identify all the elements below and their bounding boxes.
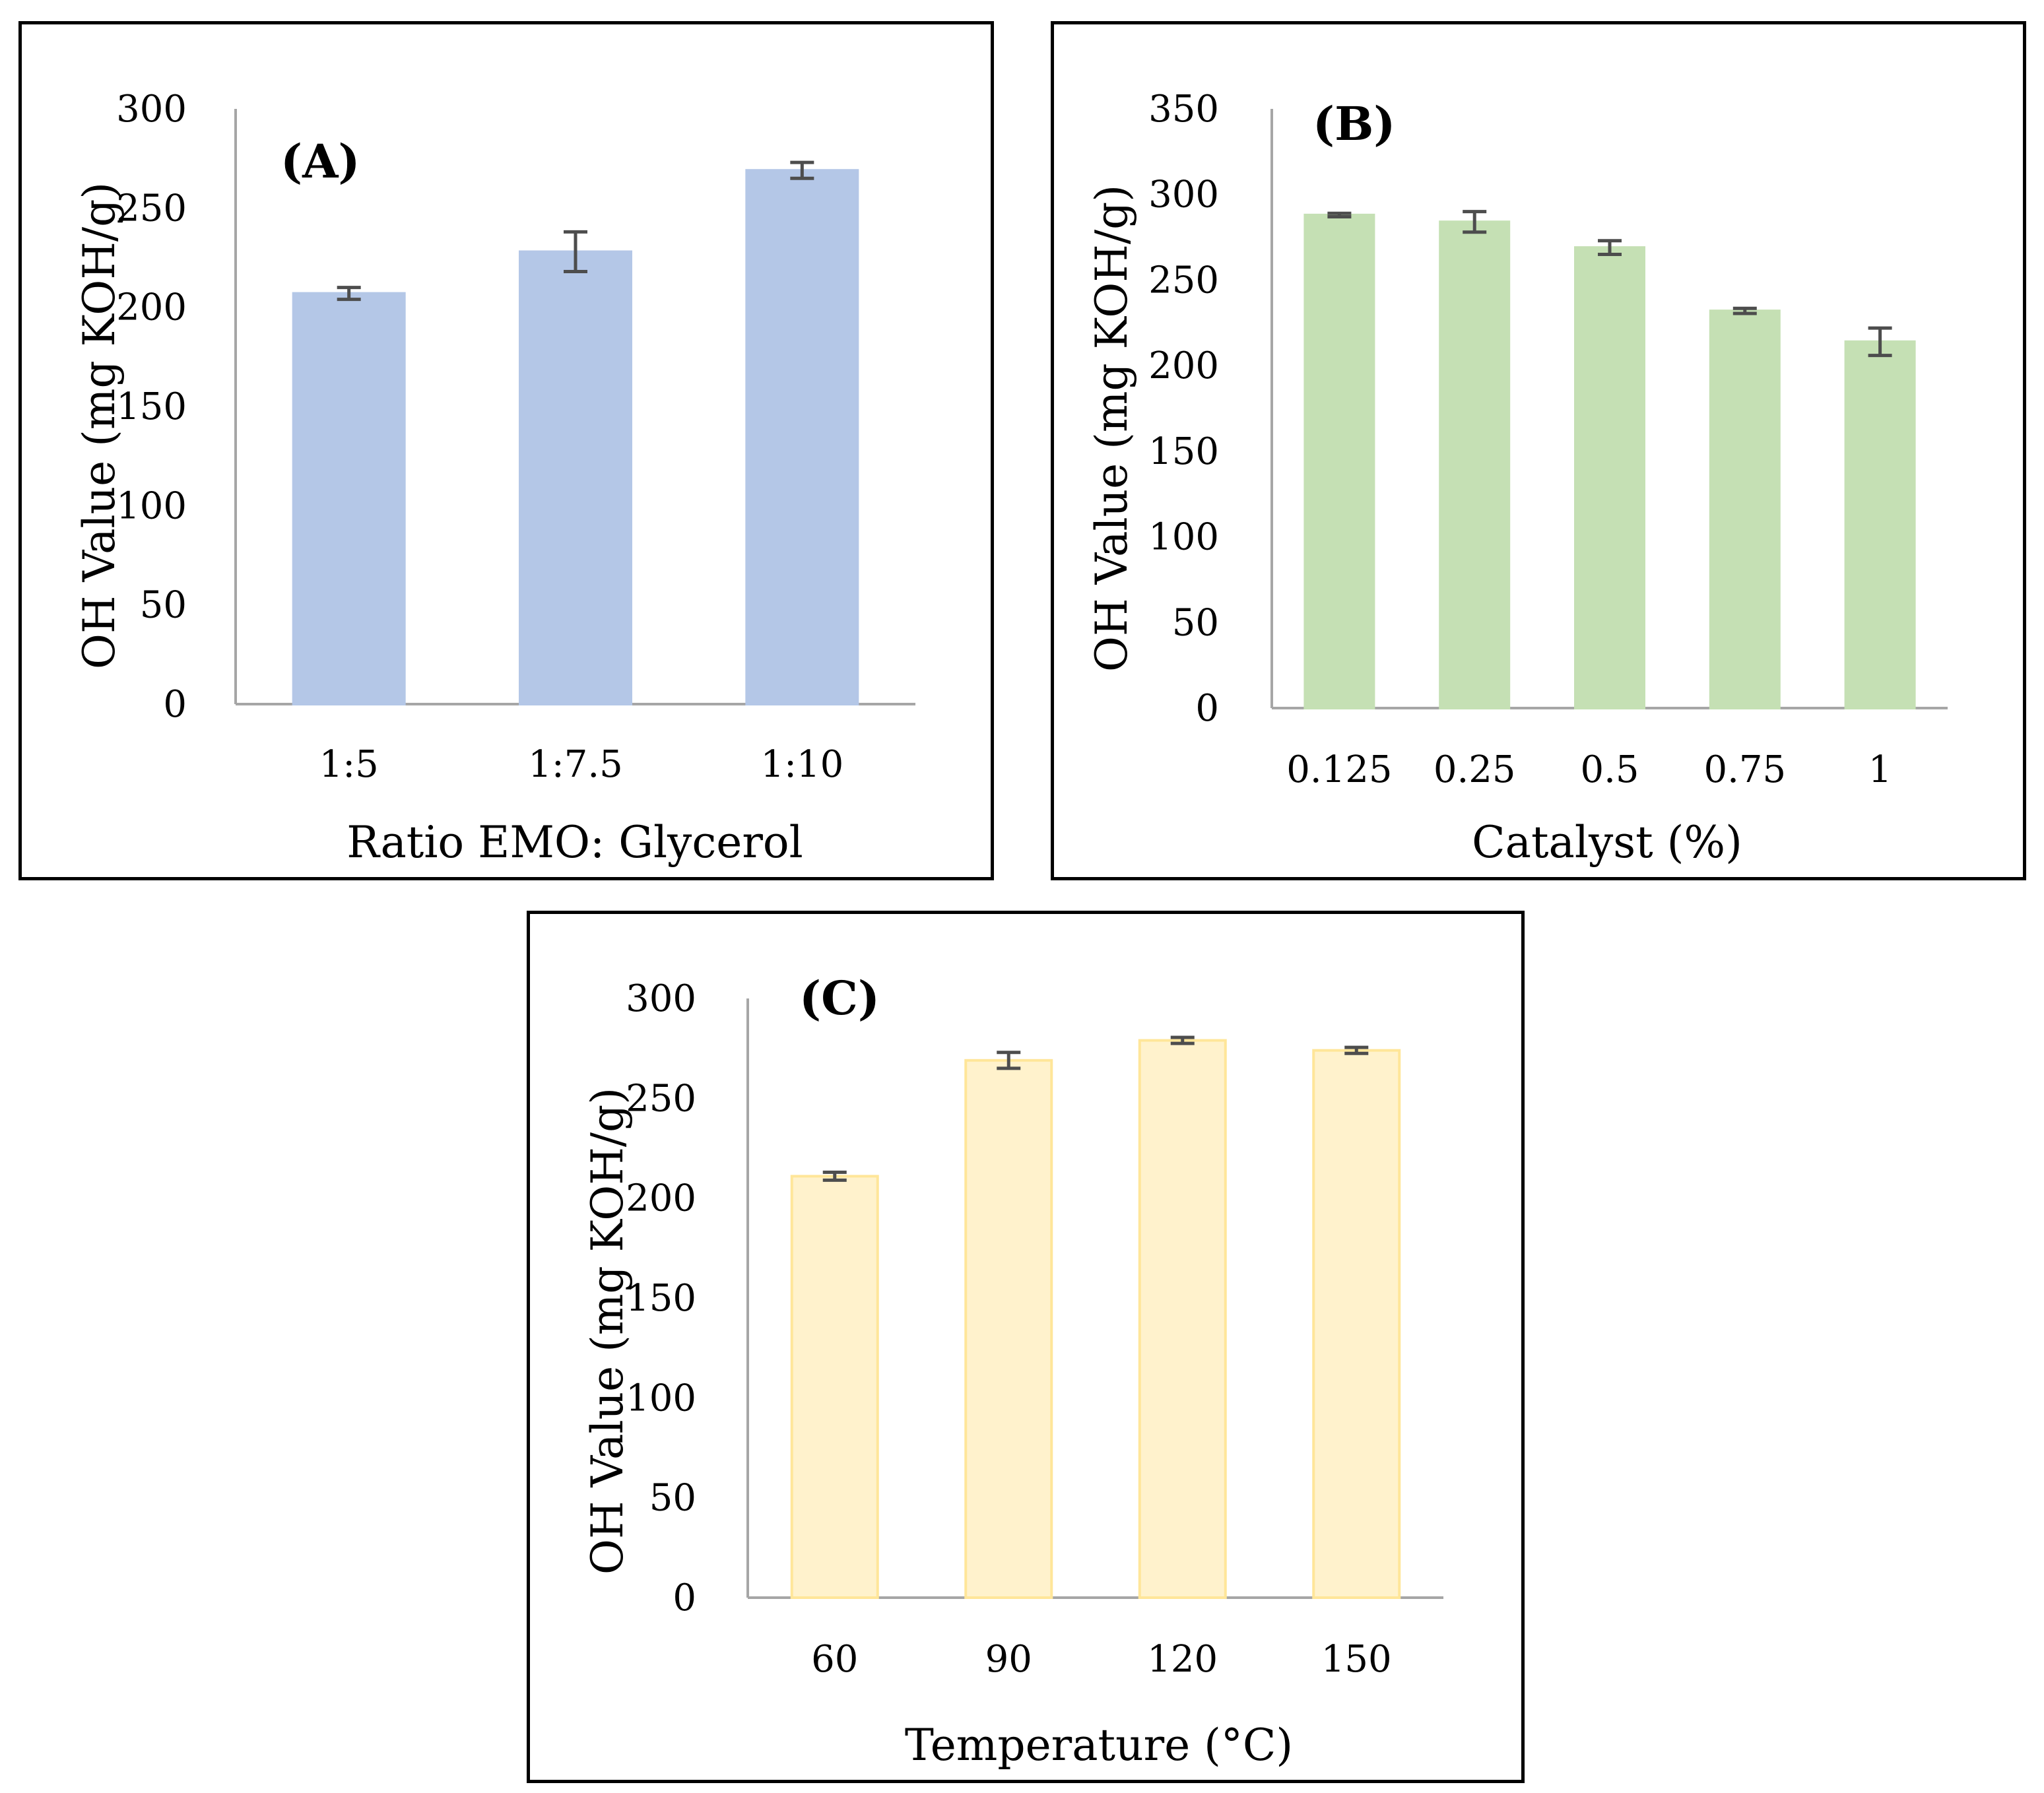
y-tick-label-a: 300 <box>116 88 187 131</box>
y-tick-label-b: 200 <box>1148 344 1219 387</box>
y-tick-label-b: 300 <box>1148 174 1219 216</box>
panel-label-a: (A) <box>280 134 360 189</box>
error-bar-c-2 <box>997 1051 1021 1070</box>
error-bar-a-3 <box>790 160 814 180</box>
error-bar-b-3 <box>1598 239 1622 257</box>
x-tick-label-c: 90 <box>985 1638 1032 1681</box>
chart-panel-a: (A) OH Value (mg KOH/g) Ratio EMO: Glyce… <box>18 21 994 880</box>
bar-b-2 <box>1439 220 1511 710</box>
bar-c-2 <box>964 1059 1053 1599</box>
y-tick-label-c: 300 <box>626 977 696 1020</box>
y-axis-title-a: OH Value (mg KOH/g) <box>74 182 125 669</box>
x-axis-title-a: Ratio EMO: Glycerol <box>346 817 803 868</box>
y-tick-label-a: 100 <box>116 484 187 527</box>
y-tick-label-c: 50 <box>649 1477 696 1520</box>
error-bar-a-1 <box>337 286 361 302</box>
chart-panel-c: (C) OH Value (mg KOH/g) Temperature (°C)… <box>527 911 1525 1783</box>
x-tick-label-c: 150 <box>1321 1638 1392 1681</box>
y-tick-label-c: 150 <box>626 1277 696 1320</box>
x-tick-label-b: 0.75 <box>1703 748 1786 791</box>
bar-a-3 <box>745 169 859 705</box>
bar-b-1 <box>1303 213 1375 709</box>
bar-c-4 <box>1312 1049 1401 1599</box>
chart-b-svg: (B) OH Value (mg KOH/g) Catalyst (%) 0 50… <box>1086 88 1948 868</box>
x-tick-label-a: 1:5 <box>319 743 379 786</box>
y-axis-title-c: OH Value (mg KOH/g) <box>582 1088 633 1575</box>
x-tick-label-b: 0.5 <box>1580 748 1639 791</box>
y-tick-label-b: 50 <box>1172 601 1219 644</box>
y-tick-label-b: 0 <box>1195 687 1219 730</box>
bar-b-4 <box>1709 310 1781 709</box>
chart-panel-b: (B) OH Value (mg KOH/g) Catalyst (%) 0 50… <box>1051 21 2026 880</box>
bar-a-1 <box>292 292 406 705</box>
panel-label-b: (B) <box>1313 96 1395 151</box>
chart-c-svg: (C) OH Value (mg KOH/g) Temperature (°C)… <box>582 971 1443 1771</box>
y-axis-title-b: OH Value (mg KOH/g) <box>1086 185 1137 672</box>
plot-area-c: 0 50 100 150 200 250 300 60 90 120 150 <box>626 977 1443 1681</box>
y-tick-label-c: 250 <box>626 1077 696 1120</box>
panel-label-c: (C) <box>799 971 880 1026</box>
error-bar-c-4 <box>1344 1045 1369 1055</box>
x-tick-label-b: 0.125 <box>1286 748 1392 791</box>
x-tick-label-c: 60 <box>811 1638 858 1681</box>
bar-b-5 <box>1844 340 1916 709</box>
y-tick-label-a: 150 <box>116 385 187 428</box>
y-tick-label-a: 50 <box>140 584 187 627</box>
x-axis-title-c: Temperature (°C) <box>905 1720 1293 1771</box>
y-tick-label-b: 100 <box>1148 516 1219 559</box>
x-tick-label-b: 1 <box>1868 748 1892 791</box>
error-bar-c-3 <box>1170 1035 1195 1045</box>
x-tick-label-b: 0.25 <box>1434 748 1516 791</box>
y-tick-label-a: 250 <box>116 187 187 230</box>
y-tick-label-b: 250 <box>1148 259 1219 302</box>
x-tick-label-c: 120 <box>1147 1638 1218 1681</box>
x-axis-title-b: Catalyst (%) <box>1472 817 1742 868</box>
y-tick-label-b: 350 <box>1148 88 1219 131</box>
y-tick-label-b: 150 <box>1148 430 1219 473</box>
y-tick-label-c: 100 <box>626 1377 696 1419</box>
error-bar-b-4 <box>1732 306 1757 315</box>
bar-a-2 <box>519 250 632 706</box>
plot-area-a: 0 50 100 150 200 250 300 1:5 1:7.5 1:10 <box>116 88 915 786</box>
y-tick-label-a: 0 <box>163 683 187 726</box>
error-bar-b-1 <box>1327 211 1352 218</box>
x-tick-label-a: 1:7.5 <box>528 743 623 786</box>
bar-c-3 <box>1138 1039 1227 1599</box>
error-bar-c-1 <box>822 1170 847 1182</box>
y-tick-label-c: 200 <box>626 1177 696 1220</box>
bar-c-1 <box>790 1175 879 1599</box>
error-bar-b-2 <box>1463 210 1487 234</box>
chart-a-svg: (A) OH Value (mg KOH/g) Ratio EMO: Glyce… <box>74 88 915 868</box>
error-bar-a-2 <box>564 230 587 274</box>
error-bar-b-5 <box>1868 326 1892 358</box>
y-tick-label-c: 0 <box>673 1577 696 1619</box>
plot-area-b: 0 50 100 150 200 250 300 350 0.125 0.25 0.5 0.75 1 <box>1148 88 1948 791</box>
y-tick-label-a: 200 <box>116 286 187 329</box>
bar-b-3 <box>1574 246 1645 709</box>
x-tick-label-a: 1:10 <box>760 743 843 786</box>
